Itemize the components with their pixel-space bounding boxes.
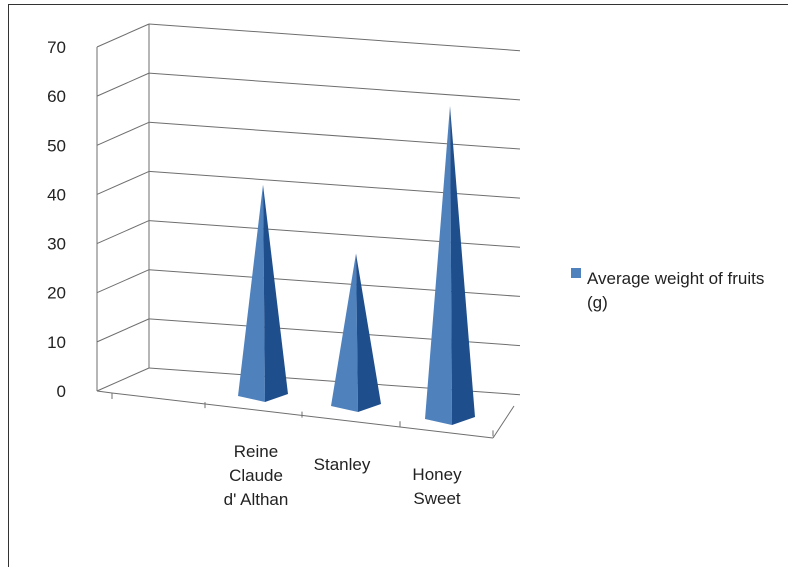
y-tick-label: 50	[47, 136, 66, 155]
pyramid-bar-dark-face	[356, 253, 381, 412]
chart-frame	[8, 4, 788, 567]
y-tick-label: 10	[47, 333, 66, 352]
category-label: Stanley	[314, 455, 371, 474]
category-label: d' Althan	[224, 490, 289, 509]
legend-label: Average weight of fruits	[587, 269, 764, 288]
gridline-side	[96, 23, 150, 48]
floor-right-edge	[492, 405, 515, 439]
gridline-side	[96, 269, 150, 294]
pyramid-bar-light-face	[425, 106, 452, 426]
gridline-side	[96, 72, 150, 97]
category-label: Sweet	[413, 489, 461, 508]
gridline	[148, 72, 521, 101]
y-tick-label: 30	[47, 235, 66, 254]
pyramid-bar-light-face	[331, 253, 358, 412]
gridline	[148, 23, 521, 52]
legend-label: (g)	[587, 293, 608, 312]
y-tick-label: 40	[47, 185, 66, 204]
pyramid-bar-dark-face	[450, 106, 475, 426]
gridline-side	[96, 220, 150, 245]
gridline	[148, 121, 521, 150]
y-tick-label: 70	[47, 38, 66, 57]
category-label: Claude	[229, 466, 283, 485]
y-tick-label: 0	[57, 382, 66, 401]
y-tick-label: 60	[47, 87, 66, 106]
gridline-side	[96, 170, 150, 195]
y-tick-label: 20	[47, 284, 66, 303]
category-label: Honey	[412, 465, 462, 484]
gridline-side	[96, 318, 150, 343]
legend-swatch	[571, 268, 581, 278]
pyramid-bar-light-face	[238, 184, 265, 402]
pyramid-bar-dark-face	[263, 184, 288, 402]
floor-edge	[96, 390, 113, 394]
gridline	[148, 170, 521, 199]
category-label: Reine	[234, 442, 278, 461]
gridline	[148, 220, 521, 248]
gridline-side	[96, 367, 150, 392]
gridline-side	[96, 121, 150, 146]
